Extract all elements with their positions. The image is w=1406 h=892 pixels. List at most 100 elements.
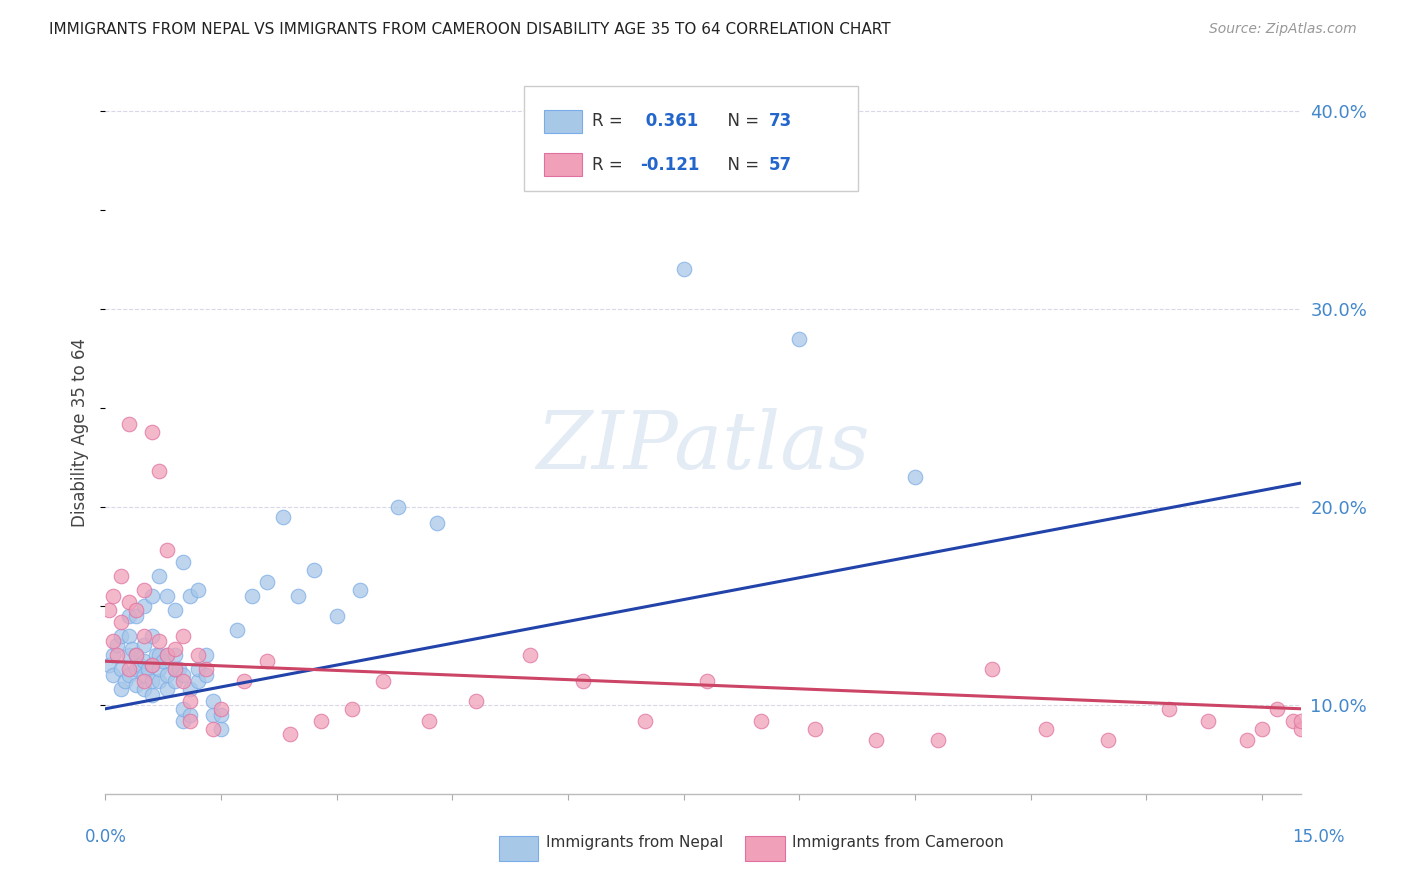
Point — [1035, 722, 1057, 736]
Text: Immigrants from Cameroon: Immigrants from Cameroon — [792, 836, 1004, 850]
FancyBboxPatch shape — [524, 86, 858, 191]
Point — [1289, 714, 1312, 728]
Point — [519, 648, 541, 663]
Point — [1251, 722, 1274, 736]
Point — [117, 595, 139, 609]
Point — [110, 628, 132, 642]
Point — [187, 582, 209, 597]
Point — [179, 589, 201, 603]
Point — [110, 569, 132, 583]
Text: ZIPatlas: ZIPatlas — [536, 409, 870, 486]
Text: Source: ZipAtlas.com: Source: ZipAtlas.com — [1209, 22, 1357, 37]
Point — [179, 694, 201, 708]
Text: 73: 73 — [769, 112, 792, 130]
Point — [634, 714, 657, 728]
Point — [125, 648, 148, 663]
Point — [326, 608, 349, 623]
Point — [187, 674, 209, 689]
Point — [311, 714, 333, 728]
Point — [132, 668, 155, 682]
Point — [132, 639, 155, 653]
Point — [418, 714, 440, 728]
Point — [141, 674, 163, 689]
Point — [141, 658, 163, 673]
Point — [105, 639, 128, 653]
Point — [287, 589, 309, 603]
Point — [132, 681, 155, 696]
Point — [132, 599, 155, 613]
Point — [172, 555, 194, 569]
Point — [136, 662, 159, 676]
Point — [904, 470, 927, 484]
Point — [156, 589, 179, 603]
Point — [148, 569, 170, 583]
Point — [1267, 702, 1289, 716]
Point — [302, 563, 325, 577]
Point — [163, 674, 186, 689]
Point — [129, 658, 152, 673]
Point — [117, 628, 139, 642]
Point — [148, 634, 170, 648]
Point — [156, 543, 179, 558]
Point — [789, 332, 811, 346]
Point — [187, 662, 209, 676]
Point — [101, 634, 124, 648]
Point — [101, 589, 124, 603]
Text: 0.0%: 0.0% — [84, 828, 127, 846]
Point — [132, 674, 155, 689]
Point — [145, 648, 167, 663]
Point — [172, 628, 194, 642]
Point — [194, 668, 217, 682]
Point — [121, 642, 143, 657]
Point — [172, 668, 194, 682]
Point — [163, 603, 186, 617]
Point — [1282, 714, 1305, 728]
Point — [117, 662, 139, 676]
Point — [340, 702, 363, 716]
Point — [1097, 733, 1119, 747]
Text: IMMIGRANTS FROM NEPAL VS IMMIGRANTS FROM CAMEROON DISABILITY AGE 35 TO 64 CORREL: IMMIGRANTS FROM NEPAL VS IMMIGRANTS FROM… — [49, 22, 891, 37]
Point — [110, 615, 132, 629]
Point — [117, 608, 139, 623]
Point — [148, 648, 170, 663]
Point — [101, 648, 124, 663]
Point — [132, 628, 155, 642]
Point — [672, 262, 695, 277]
Point — [167, 662, 190, 676]
Point — [572, 674, 595, 689]
Point — [387, 500, 409, 514]
Point — [202, 707, 225, 722]
Point — [132, 582, 155, 597]
Point — [163, 662, 186, 676]
Point — [240, 589, 263, 603]
Point — [1159, 702, 1181, 716]
Point — [152, 654, 174, 668]
Point — [202, 722, 225, 736]
Point — [233, 674, 256, 689]
Text: R =: R = — [592, 112, 628, 130]
Point — [141, 688, 163, 702]
Point — [156, 668, 179, 682]
Point — [156, 648, 179, 663]
Point — [865, 733, 887, 747]
Point — [981, 662, 1004, 676]
Text: N =: N = — [717, 112, 765, 130]
Point — [125, 648, 148, 663]
Point — [464, 694, 486, 708]
Point — [148, 674, 170, 689]
Point — [804, 722, 827, 736]
Point — [225, 623, 247, 637]
Point — [256, 654, 278, 668]
FancyBboxPatch shape — [544, 110, 582, 133]
Point — [163, 662, 186, 676]
Point — [117, 648, 139, 663]
Point — [172, 714, 194, 728]
Point — [156, 681, 179, 696]
Point — [179, 707, 201, 722]
Point — [110, 662, 132, 676]
Point — [256, 575, 278, 590]
Point — [696, 674, 718, 689]
Point — [749, 714, 772, 728]
Point — [202, 694, 225, 708]
Point — [163, 642, 186, 657]
